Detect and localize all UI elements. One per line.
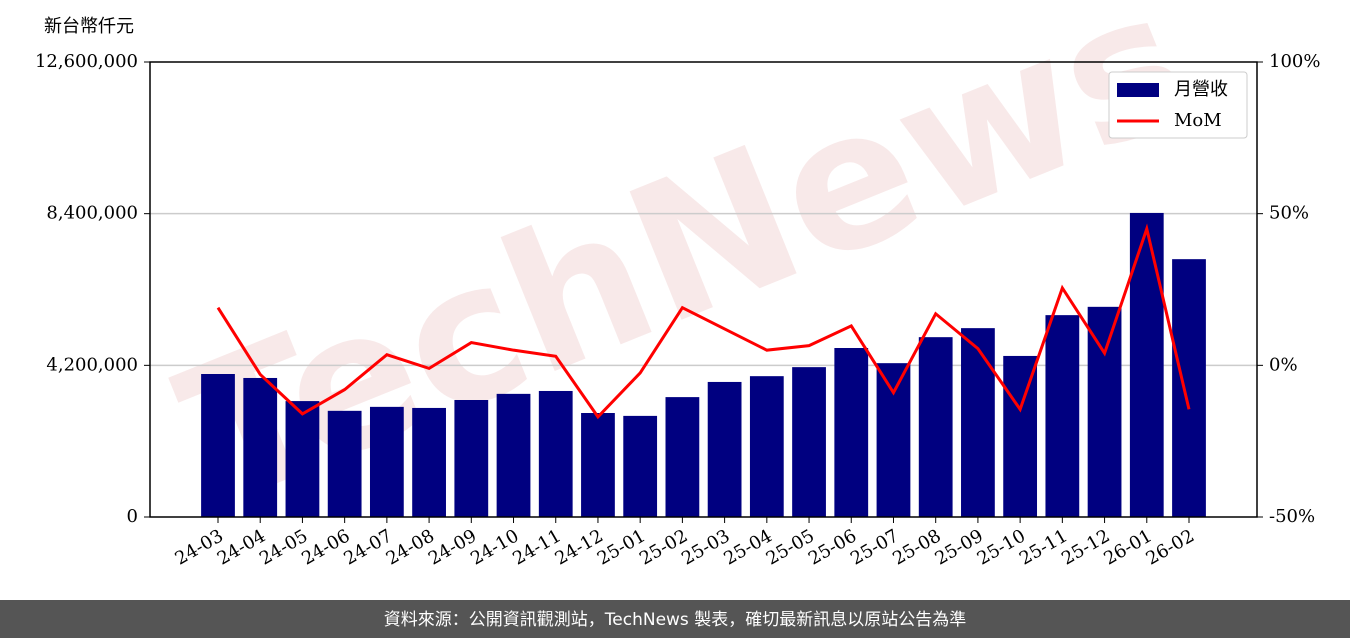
bar xyxy=(665,397,700,517)
bar xyxy=(792,367,826,517)
y2-tick-label: -50% xyxy=(1269,506,1315,527)
bar xyxy=(243,377,278,517)
bar xyxy=(1087,306,1122,517)
x-tick-label: 26-02 xyxy=(1143,525,1198,569)
legend-label: 月營收 xyxy=(1174,79,1228,100)
bar xyxy=(581,413,615,517)
bar xyxy=(834,348,869,517)
bar xyxy=(918,337,953,517)
plot-frame xyxy=(149,61,1258,518)
bar xyxy=(961,328,995,517)
bar xyxy=(285,401,320,517)
bar xyxy=(623,415,658,517)
y-axis-label: 新台幣仟元 xyxy=(44,16,134,37)
y-tick-label: 0 xyxy=(127,506,138,527)
bar xyxy=(1172,259,1206,517)
bar xyxy=(1045,315,1080,517)
bar xyxy=(707,381,742,517)
bar xyxy=(538,390,573,517)
y2-tick-label: 50% xyxy=(1269,203,1309,224)
bar xyxy=(496,393,531,517)
bar xyxy=(201,374,235,517)
y2-tick-label: 0% xyxy=(1269,354,1298,375)
y2-tick-label: 100% xyxy=(1269,51,1320,72)
y-tick-label: 12,600,000 xyxy=(35,51,138,72)
line xyxy=(216,223,1191,420)
legend-label: MoM xyxy=(1174,110,1222,131)
bar xyxy=(454,400,489,517)
y-tick-label: 4,200,000 xyxy=(46,354,138,375)
y-tick-label: 8,400,000 xyxy=(46,203,138,224)
bar xyxy=(876,363,911,517)
legend-swatch xyxy=(1117,83,1159,97)
bar xyxy=(1003,355,1038,517)
footer-bar xyxy=(0,600,1350,638)
bar xyxy=(369,406,404,517)
bar xyxy=(1129,212,1164,517)
bar xyxy=(412,407,446,517)
bar xyxy=(327,410,362,517)
bar xyxy=(749,376,784,517)
footer: 資料來源：公開資訊觀測站，TechNews 製表，確切最新訊息以原站公告為準 xyxy=(384,610,966,630)
